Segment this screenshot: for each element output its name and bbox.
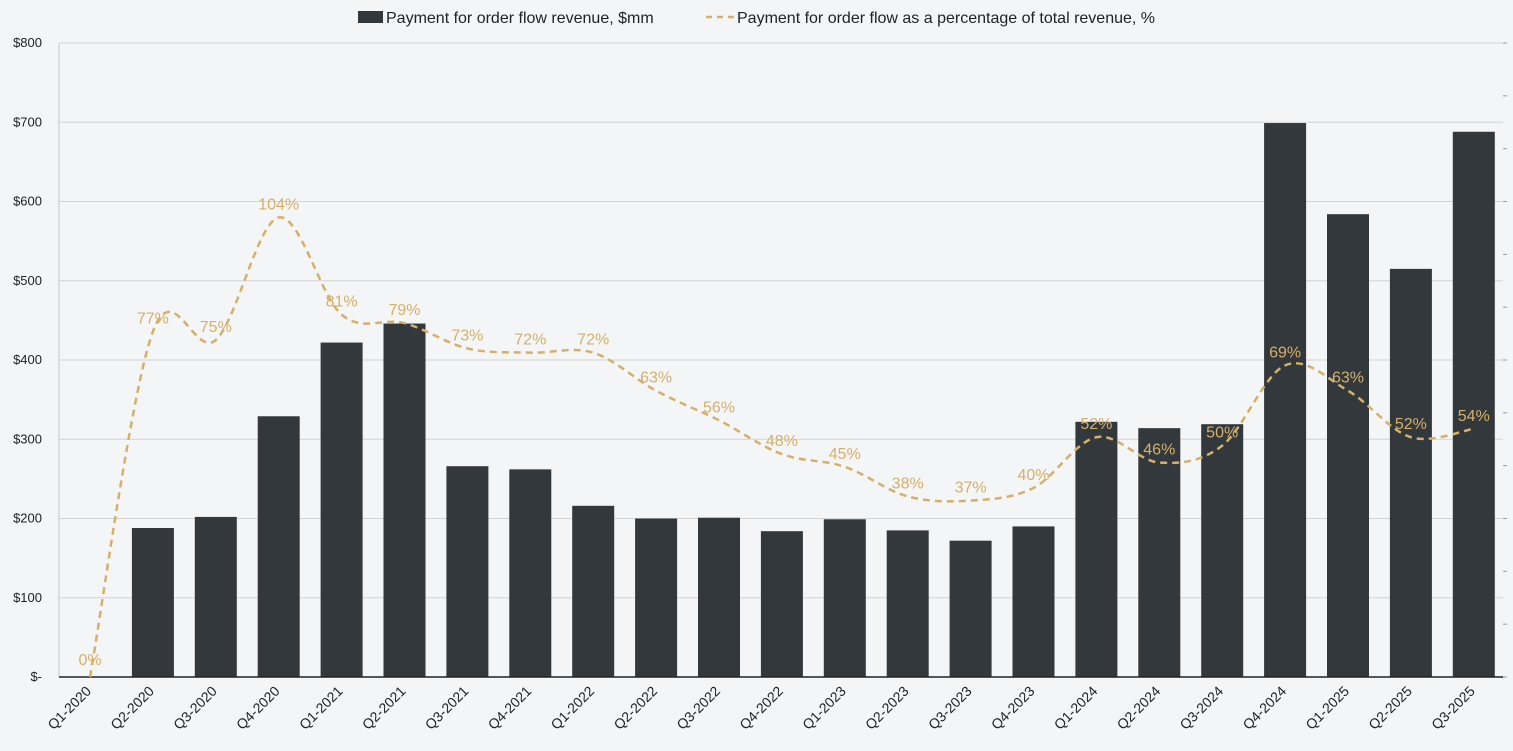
bar-Q4-2020 <box>257 416 300 677</box>
legend-bar-label: Payment for order flow revenue, $mm <box>386 10 654 27</box>
bar-Q3-2023 <box>949 540 992 677</box>
y-tick-label: $200 <box>13 511 42 526</box>
pct-label-Q4-2024: 69% <box>1269 344 1301 361</box>
bar-Q1-2022 <box>572 505 615 677</box>
y-tick-label: $100 <box>13 590 42 605</box>
x-tick-label: Q1-2024 <box>1051 683 1101 733</box>
pct-label-Q4-2020: 104% <box>258 196 299 213</box>
x-tick-label: Q2-2020 <box>107 683 157 733</box>
y-axis-ticks: $- $100 $200 $300 $400 $500 $600 $700 $800 <box>13 35 42 684</box>
x-tick-label: Q2-2021 <box>359 683 409 733</box>
y-tick-label: $500 <box>13 273 42 288</box>
pct-data-labels: 0% 77% 75% 104% 81% 79% 73% 72% 72% 63% 56% 48% 45% 3… <box>78 196 1489 669</box>
x-tick-label: Q2-2022 <box>610 683 660 733</box>
bar-Q1-2025 <box>1327 214 1369 677</box>
legend-line-label: Payment for order flow as a percentage o… <box>737 10 1155 27</box>
right-axis-ticks <box>1503 42 1507 678</box>
x-tick-label: Q2-2024 <box>1114 683 1164 733</box>
pct-label-Q1-2020: 0% <box>78 652 101 669</box>
pct-label-Q4-2022: 48% <box>766 433 798 450</box>
pct-label-Q2-2025: 52% <box>1395 416 1427 433</box>
y-tick-label: $600 <box>13 194 42 209</box>
x-tick-label: Q1-2021 <box>296 683 346 733</box>
pct-label-Q3-2022: 56% <box>703 399 735 416</box>
x-tick-label: Q4-2024 <box>1239 683 1289 733</box>
pct-label-Q2-2023: 38% <box>892 475 924 492</box>
bar-Q4-2022 <box>760 531 803 677</box>
x-tick-label: Q3-2020 <box>170 683 220 733</box>
pct-label-Q3-2020: 75% <box>200 319 232 336</box>
y-tick-label: $800 <box>13 35 42 50</box>
x-tick-label: Q4-2023 <box>988 683 1038 733</box>
pct-label-Q4-2021: 72% <box>514 332 546 349</box>
x-tick-label: Q1-2022 <box>547 683 597 733</box>
bar-Q3-2022 <box>698 517 740 677</box>
x-tick-label: Q4-2020 <box>233 683 283 733</box>
pct-label-Q1-2021: 81% <box>326 294 358 311</box>
pct-label-Q1-2022: 72% <box>577 332 609 349</box>
y-tick-label: $- <box>30 669 42 684</box>
x-tick-label: Q2-2023 <box>862 683 912 733</box>
x-tick-label: Q3-2021 <box>422 683 472 733</box>
x-tick-label: Q4-2021 <box>485 683 535 733</box>
y-tick-label: $700 <box>13 114 42 129</box>
x-tick-label: Q1-2020 <box>44 683 94 733</box>
pct-series-line <box>88 216 1475 678</box>
bar-Q3-2020 <box>194 516 237 677</box>
bar-Q1-2023 <box>823 519 866 677</box>
bar-Q3-2021 <box>446 466 489 677</box>
bar-Q4-2023 <box>1012 526 1055 677</box>
x-tick-label: Q3-2022 <box>673 683 723 733</box>
y-tick-label: $300 <box>13 431 42 446</box>
bar-Q3-2025 <box>1452 131 1495 677</box>
pct-label-Q3-2025: 54% <box>1458 408 1490 425</box>
x-tick-label: Q1-2023 <box>799 683 849 733</box>
bar-Q2-2021 <box>383 323 426 677</box>
bar-Q2-2020 <box>131 528 174 677</box>
bars <box>131 123 1495 678</box>
x-tick-label: Q3-2024 <box>1176 683 1226 733</box>
x-tick-label: Q1-2025 <box>1302 683 1352 733</box>
legend: Payment for order flow revenue, $mm Paym… <box>358 10 1155 27</box>
bar-Q1-2024 <box>1075 421 1118 677</box>
pct-label-Q1-2024: 52% <box>1080 416 1112 433</box>
bar-Q2-2023 <box>886 530 929 677</box>
bar-Q4-2021 <box>509 469 552 677</box>
x-tick-label: Q3-2023 <box>925 683 975 733</box>
bar-Q2-2024 <box>1138 428 1181 677</box>
pct-label-Q1-2025: 63% <box>1332 370 1364 387</box>
y-tick-label: $400 <box>13 352 42 367</box>
bar-Q3-2024 <box>1201 424 1244 677</box>
x-tick-label: Q4-2022 <box>736 683 786 733</box>
x-tick-label: Q2-2025 <box>1365 683 1415 733</box>
pct-label-Q2-2024: 46% <box>1143 442 1175 459</box>
bar-Q1-2021 <box>320 342 363 677</box>
legend-bar-swatch <box>358 11 383 23</box>
x-axis-ticks: Q1-2020 Q2-2020 Q3-2020 Q4-2020 Q1-2021 Q2-20… <box>44 683 1478 733</box>
bar-Q2-2022 <box>635 518 678 677</box>
pct-label-Q3-2021: 73% <box>451 327 483 344</box>
bar-Q2-2025 <box>1389 268 1432 677</box>
pct-label-Q2-2022: 63% <box>640 370 672 387</box>
pct-label-Q1-2023: 45% <box>829 446 861 463</box>
x-tick-label: Q3-2025 <box>1428 683 1478 733</box>
pct-label-Q4-2023: 40% <box>1017 467 1049 484</box>
pct-label-Q2-2021: 79% <box>388 302 420 319</box>
pct-label-Q3-2024: 50% <box>1206 425 1238 442</box>
pct-label-Q2-2020: 77% <box>137 311 169 328</box>
bar-Q4-2024 <box>1264 123 1307 678</box>
pct-label-Q3-2023: 37% <box>955 480 987 497</box>
